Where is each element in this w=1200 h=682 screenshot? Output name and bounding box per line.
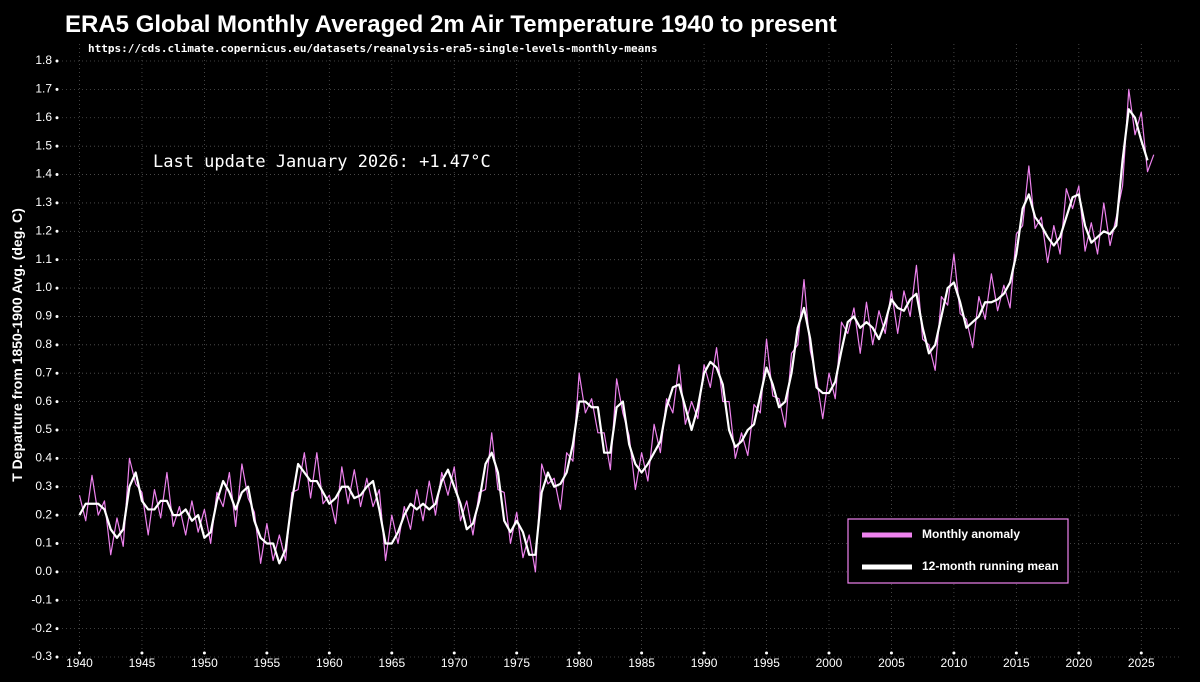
chart-title: ERA5 Global Monthly Averaged 2m Air Temp… — [65, 11, 837, 38]
y-tick-mark — [55, 286, 59, 290]
x-tick-label: 1980 — [566, 656, 593, 670]
annotation: Last update January 2026: +1.47°C — [153, 152, 491, 172]
x-tick-mark — [889, 651, 893, 655]
x-tick-label: 1995 — [753, 656, 780, 670]
y-tick-mark — [55, 59, 59, 63]
y-tick-label: 1.7 — [35, 82, 52, 96]
line-series — [78, 88, 1155, 573]
x-tick-label: 2015 — [1003, 656, 1030, 670]
x-tick-mark — [390, 651, 394, 655]
x-tick-label: 1970 — [441, 656, 468, 670]
x-tick-label: 2025 — [1128, 656, 1155, 670]
y-tick-label: 0.8 — [35, 337, 52, 351]
y-tick-mark — [55, 513, 59, 517]
y-tick-label: 0.7 — [35, 365, 52, 379]
legend-label: Monthly anomaly — [922, 527, 1020, 541]
y-tick-label: 0.3 — [35, 479, 52, 493]
x-tick-label: 1940 — [66, 656, 93, 670]
y-tick-mark — [55, 116, 59, 120]
x-tick-label: 1990 — [691, 656, 718, 670]
y-tick-mark — [55, 371, 59, 375]
y-tick-mark — [55, 258, 59, 262]
x-tick-mark — [77, 651, 81, 655]
y-tick-mark — [55, 343, 59, 347]
y-tick-mark — [55, 314, 59, 318]
line-series — [78, 108, 1149, 565]
y-tick-mark — [55, 144, 59, 148]
y-tick-mark — [55, 201, 59, 205]
y-tick-label: 1.0 — [35, 280, 52, 294]
y-tick-mark — [55, 541, 59, 545]
y-tick-mark — [55, 598, 59, 602]
y-tick-mark — [55, 400, 59, 404]
y-tick-label: 0.4 — [35, 451, 52, 465]
x-tick-label: 1975 — [503, 656, 530, 670]
y-tick-label: 1.5 — [35, 138, 52, 152]
y-tick-mark — [55, 655, 59, 659]
x-tick-label: 1955 — [254, 656, 281, 670]
y-tick-label: 1.1 — [35, 252, 52, 266]
y-tick-label: 1.3 — [35, 195, 52, 209]
y-tick-mark — [55, 428, 59, 432]
y-tick-label: -0.2 — [31, 621, 52, 635]
x-tick-mark — [827, 651, 831, 655]
legend-box — [847, 518, 1069, 584]
y-tick-label: -0.3 — [31, 649, 52, 663]
x-tick-mark — [765, 651, 769, 655]
x-tick-mark — [1014, 651, 1018, 655]
x-tick-mark — [452, 651, 456, 655]
x-tick-mark — [140, 651, 144, 655]
y-tick-mark — [55, 485, 59, 489]
y-tick-mark — [55, 229, 59, 233]
x-tick-label: 2010 — [941, 656, 968, 670]
y-tick-mark — [55, 173, 59, 177]
y-tick-label: 0.9 — [35, 309, 52, 323]
y-tick-mark — [55, 570, 59, 574]
x-tick-label: 2005 — [878, 656, 905, 670]
y-tick-label: -0.1 — [31, 592, 52, 606]
y-tick-label: 0.1 — [35, 536, 52, 550]
x-tick-mark — [1139, 651, 1143, 655]
x-tick-mark — [515, 651, 519, 655]
x-tick-mark — [265, 651, 269, 655]
x-tick-mark — [952, 651, 956, 655]
x-tick-label: 2020 — [1065, 656, 1092, 670]
y-axis-label: T Departure from 1850-1900 Avg. (deg. C) — [9, 208, 25, 482]
y-tick-label: 0.5 — [35, 422, 52, 436]
x-tick-mark — [640, 651, 644, 655]
x-tick-label: 1960 — [316, 656, 343, 670]
x-tick-label: 1985 — [628, 656, 655, 670]
y-tick-label: 1.6 — [35, 110, 52, 124]
y-tick-label: 0.2 — [35, 507, 52, 521]
y-tick-label: 1.2 — [35, 223, 52, 237]
y-tick-label: 1.4 — [35, 167, 52, 181]
x-tick-mark — [702, 651, 706, 655]
x-tick-label: 1950 — [191, 656, 218, 670]
x-tick-label: 1965 — [378, 656, 405, 670]
y-tick-mark — [55, 627, 59, 631]
chart-subtitle: https://cds.climate.copernicus.eu/datase… — [88, 42, 658, 55]
x-tick-label: 1945 — [129, 656, 156, 670]
y-tick-label: 0.0 — [35, 564, 52, 578]
y-tick-label: 1.8 — [35, 53, 52, 67]
x-tick-mark — [577, 651, 581, 655]
x-tick-mark — [1077, 651, 1081, 655]
x-tick-mark — [202, 651, 206, 655]
legend-label: 12-month running mean — [922, 559, 1059, 573]
x-tick-mark — [327, 651, 331, 655]
y-tick-label: 0.6 — [35, 394, 52, 408]
y-tick-mark — [55, 87, 59, 91]
y-tick-mark — [55, 456, 59, 460]
x-tick-label: 2000 — [816, 656, 843, 670]
